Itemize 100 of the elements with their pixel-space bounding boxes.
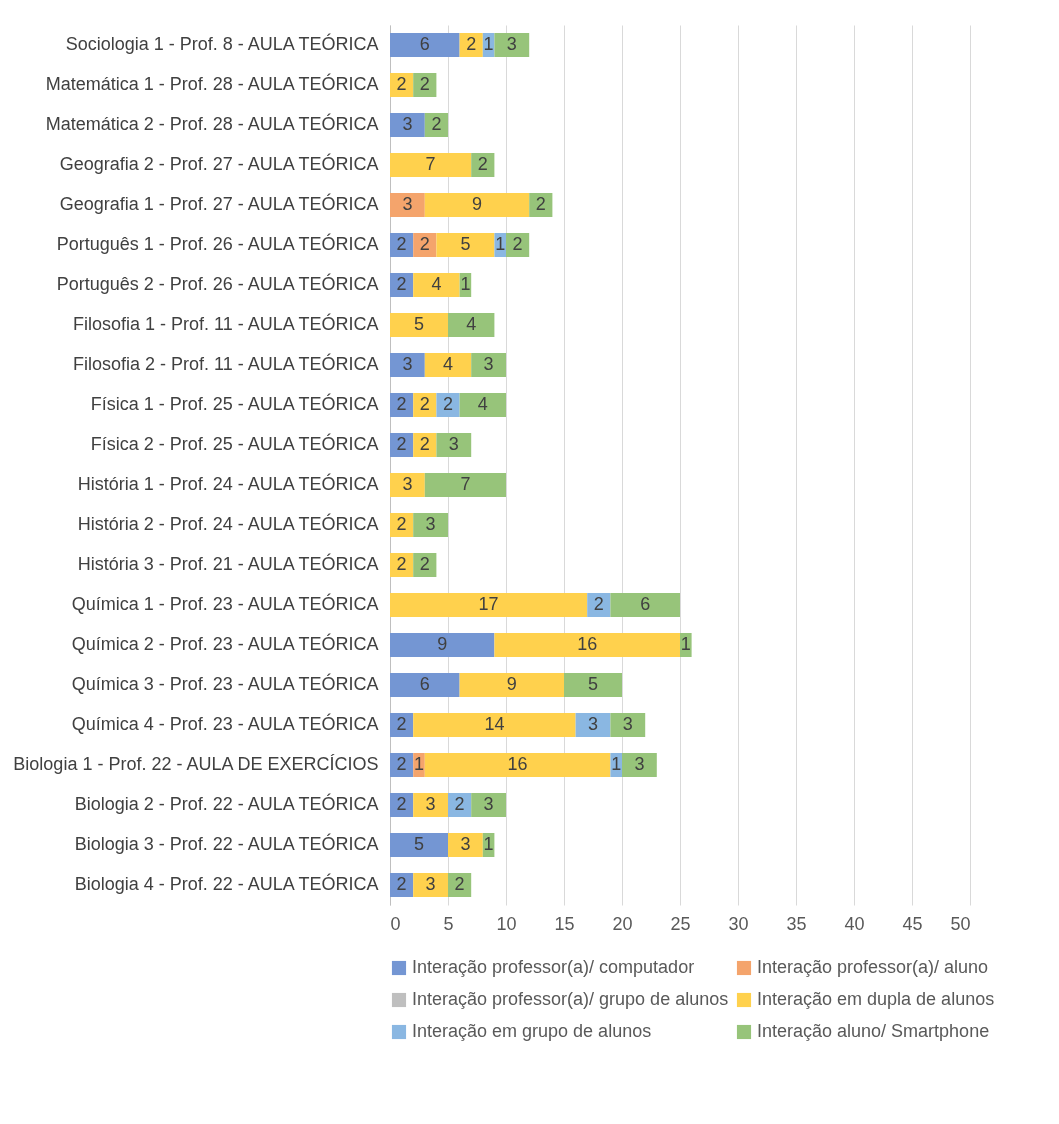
y-tick-label: Física 1 - Prof. 25 - AULA TEÓRICA [90, 393, 379, 414]
data-label: 3 [425, 794, 436, 814]
x-tick-label: 40 [844, 913, 865, 934]
data-label: 2 [396, 274, 407, 294]
bar [390, 593, 588, 617]
data-label: 2 [512, 234, 523, 254]
data-label: 2 [419, 434, 430, 454]
bar [424, 193, 530, 217]
bar [459, 393, 506, 417]
data-label: 4 [442, 354, 454, 374]
bar [610, 713, 646, 737]
data-label: 2 [396, 794, 407, 814]
data-label: 2 [419, 74, 430, 94]
data-label: 2 [396, 554, 407, 574]
bar [459, 673, 564, 697]
bar [424, 753, 611, 777]
y-tick-label: Química 2 - Prof. 23 - AULA TEÓRICA [71, 633, 379, 654]
data-label: 6 [419, 34, 430, 54]
data-label: 2 [454, 874, 465, 894]
bar [564, 673, 622, 697]
data-label: 2 [419, 234, 430, 254]
x-tick-label: 30 [728, 913, 749, 934]
legend-label: Interação em dupla de alunos [757, 989, 995, 1009]
y-tick-label: Geografia 2 - Prof. 27 - AULA TEÓRICA [59, 153, 379, 174]
data-label: 4 [431, 274, 442, 294]
data-label: 5 [413, 314, 425, 334]
data-label: 2 [454, 794, 465, 814]
data-label: 3 [425, 874, 436, 894]
y-tick-label: Biologia 2 - Prof. 22 - AULA TEÓRICA [74, 793, 379, 814]
data-label: 1 [680, 634, 691, 654]
data-label: 7 [460, 474, 471, 494]
x-tick-label: 15 [554, 913, 575, 934]
bar [390, 33, 460, 57]
y-tick-label: Matemática 1 - Prof. 28 - AULA TEÓRICA [45, 73, 379, 94]
data-label: 2 [442, 394, 454, 414]
data-label: 3 [460, 834, 471, 854]
bar [413, 513, 448, 537]
bar [390, 633, 495, 657]
bar [413, 793, 448, 817]
data-label: 4 [477, 394, 488, 414]
bar [424, 473, 506, 497]
bar [448, 833, 483, 857]
data-label: 16 [507, 754, 528, 774]
data-label: 3 [425, 514, 436, 534]
data-label: 14 [484, 714, 505, 734]
data-label: 3 [402, 474, 413, 494]
data-label: 5 [413, 834, 425, 854]
bar [622, 753, 657, 777]
bar [494, 33, 530, 57]
bar [390, 353, 425, 377]
legend-label: Interação professor(a)/ grupo de alunos [412, 989, 729, 1009]
data-label: 3 [402, 194, 413, 214]
data-label: 6 [419, 674, 430, 694]
y-tick-label: Química 1 - Prof. 23 - AULA TEÓRICA [71, 593, 379, 614]
data-label: 9 [471, 194, 483, 214]
x-tick-label: 0 [390, 913, 401, 934]
y-tick-label: Biologia 3 - Prof. 22 - AULA TEÓRICA [74, 833, 379, 854]
data-label: 3 [402, 114, 413, 134]
data-label: 2 [431, 114, 442, 134]
data-label: 5 [587, 674, 599, 694]
x-tick-label: 25 [670, 913, 691, 934]
y-tick-label: Biologia 1 - Prof. 22 - AULA DE EXERCÍCIOS [13, 754, 379, 774]
data-label: 7 [425, 154, 436, 174]
data-label: 4 [466, 314, 477, 334]
y-tick-label: Filosofia 2 - Prof. 11 - AULA TEÓRICA [73, 353, 379, 374]
data-label: 3 [506, 34, 517, 54]
bar [413, 713, 576, 737]
bar [494, 633, 680, 657]
bar [390, 313, 448, 337]
data-label: 2 [419, 394, 430, 414]
bar [424, 353, 472, 377]
x-tick-label: 10 [496, 913, 517, 934]
data-label: 2 [419, 554, 430, 574]
bar [436, 433, 472, 457]
data-label: 2 [535, 194, 546, 214]
data-label: 3 [587, 714, 599, 734]
data-label: 3 [622, 714, 633, 734]
bar [413, 873, 448, 897]
data-label: 9 [506, 674, 517, 694]
data-label: 6 [640, 594, 651, 614]
data-label: 9 [437, 634, 448, 654]
data-label: 2 [477, 154, 488, 174]
data-label: 2 [396, 514, 407, 534]
bar [471, 353, 506, 377]
y-tick-label: Português 1 - Prof. 26 - AULA TEÓRICA [56, 233, 379, 254]
y-tick-label: Sociologia 1 - Prof. 8 - AULA TEÓRICA [65, 33, 379, 54]
data-label: 2 [396, 74, 407, 94]
data-label: 3 [483, 794, 494, 814]
bar [390, 193, 425, 217]
data-label: 1 [611, 754, 622, 774]
data-label: 2 [396, 714, 407, 734]
y-tick-label: Química 3 - Prof. 23 - AULA TEÓRICA [71, 673, 379, 694]
x-tick-label: 5 [443, 913, 454, 934]
x-tick-label: 35 [786, 913, 807, 934]
data-label: 1 [495, 234, 506, 254]
y-tick-label: Física 2 - Prof. 25 - AULA TEÓRICA [90, 433, 379, 454]
bar [413, 273, 460, 297]
data-label: 3 [634, 754, 645, 774]
bar [436, 393, 460, 417]
x-tick-label: 45 [902, 913, 923, 934]
